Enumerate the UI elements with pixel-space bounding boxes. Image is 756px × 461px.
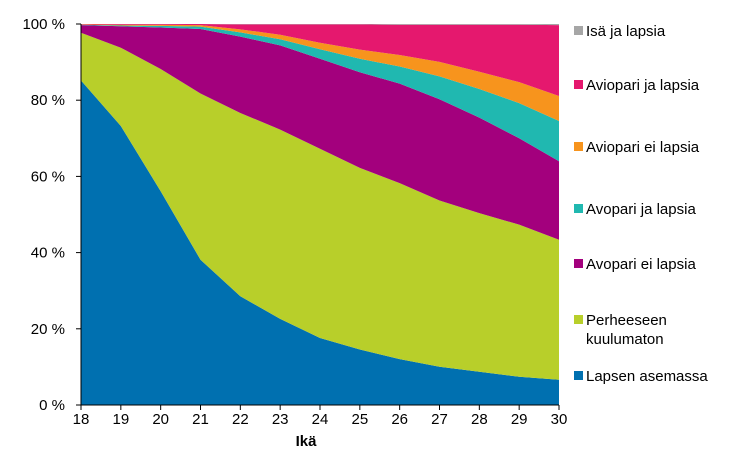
legend-item: Aviopari ei lapsia: [574, 139, 700, 156]
y-tick-label: 0 %: [39, 397, 65, 414]
x-tick-label: 28: [471, 411, 488, 428]
legend-swatch: [574, 80, 583, 89]
legend-label: Aviopari ei lapsia: [586, 139, 700, 156]
legend-swatch: [574, 142, 583, 151]
area-series-4: [81, 24, 559, 121]
x-tick-label: 24: [312, 411, 329, 428]
x-tick-label: 30: [551, 411, 568, 428]
legend-label: Avopari ja lapsia: [586, 201, 696, 218]
y-tick-labels: 0 % 20 % 40 % 60 % 80 % 100 %: [22, 16, 81, 414]
legend-label: Isä ja lapsia: [586, 23, 666, 40]
legend-item: Avopari ei lapsia: [574, 256, 696, 273]
y-tick-label: 40 %: [31, 245, 65, 262]
x-tick-label: 18: [73, 411, 90, 428]
x-tick-label: 19: [112, 411, 129, 428]
x-axis-title: Ikä: [296, 433, 318, 450]
x-tick-label: 23: [272, 411, 289, 428]
x-tick-label: 21: [192, 411, 209, 428]
legend: Isä ja lapsia Aviopari ja lapsia Aviopari …: [574, 23, 708, 385]
legend-item: Isä ja lapsia: [574, 23, 666, 40]
legend-label: Aviopari ja lapsia: [586, 77, 700, 94]
x-tick-label: 26: [391, 411, 408, 428]
legend-swatch: [574, 371, 583, 380]
axes-group: [76, 24, 559, 406]
area-series-1: [81, 32, 559, 380]
legend-label: Perheeseen: [586, 312, 667, 329]
area-series-group: [81, 24, 559, 405]
legend-swatch: [574, 26, 583, 35]
area-series-6: [81, 24, 559, 26]
legend-item: Avopari ja lapsia: [574, 201, 696, 218]
y-tick-label: 60 %: [31, 168, 65, 185]
legend-swatch: [574, 259, 583, 268]
x-tick-label: 29: [511, 411, 528, 428]
area-series-2: [81, 25, 559, 240]
y-tick-label: 80 %: [31, 92, 65, 109]
x-tick-label: 20: [152, 411, 169, 428]
x-tick-label: 22: [232, 411, 249, 428]
area-series-5: [81, 24, 559, 97]
legend-label: Lapsen asemassa: [586, 368, 708, 385]
area-series-0: [81, 80, 559, 405]
area-series-3: [81, 24, 559, 162]
legend-swatch: [574, 315, 583, 324]
legend-swatch: [574, 204, 583, 213]
y-tick-label: 20 %: [31, 321, 65, 338]
x-tick-labels: 18 19 20 21 22 23 24 25 26 27 28 29 30: [73, 405, 568, 428]
legend-label: kuulumaton: [586, 331, 664, 348]
x-tick-label: 25: [351, 411, 368, 428]
legend-item: Aviopari ja lapsia: [574, 77, 700, 94]
legend-item: Lapsen asemassa: [574, 368, 708, 385]
x-tick-label: 27: [431, 411, 448, 428]
legend-item: Perheeseen kuulumaton: [574, 312, 667, 348]
legend-label: Avopari ei lapsia: [586, 256, 696, 273]
y-tick-label: 100 %: [22, 16, 65, 33]
